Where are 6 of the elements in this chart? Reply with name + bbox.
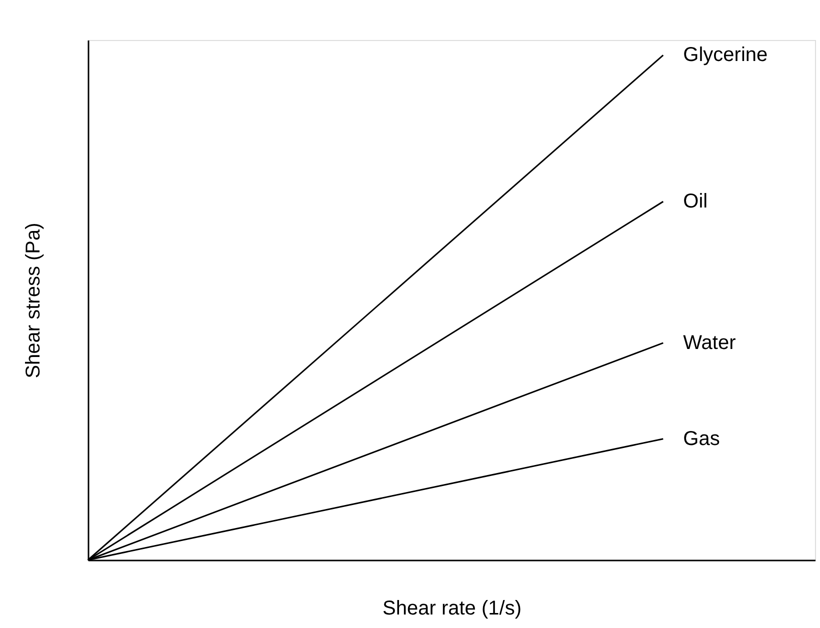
series-label: Glycerine	[683, 44, 768, 66]
series-label: Gas	[683, 428, 720, 450]
x-axis-title: Shear rate (1/s)	[382, 598, 522, 620]
y-axis-title: Shear stress (Pa)	[22, 222, 44, 378]
series-label: Water	[683, 332, 736, 354]
series-label: Oil	[683, 190, 708, 213]
